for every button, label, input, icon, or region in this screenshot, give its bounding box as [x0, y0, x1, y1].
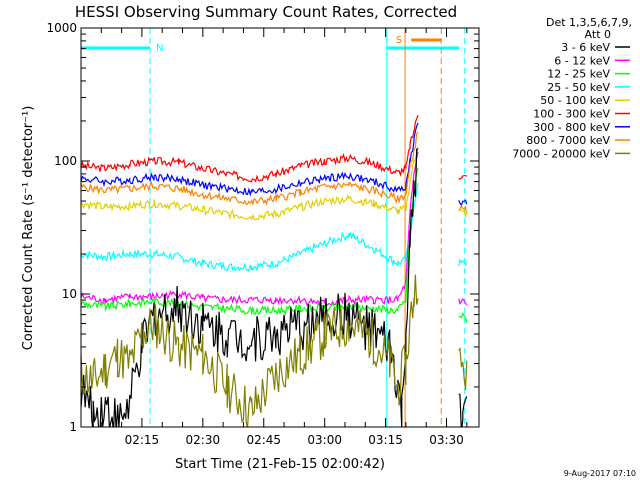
- series-line: [81, 114, 468, 183]
- annotation-layer: NS: [81, 28, 466, 427]
- legend-entry-label: 7000 - 20000 keV: [512, 147, 610, 160]
- series-line: [81, 167, 468, 323]
- legend-header: Att 0: [585, 28, 611, 41]
- x-tick-label: 03:30: [429, 433, 464, 447]
- x-tick-label: 03:15: [368, 433, 403, 447]
- x-tick-label: 02:30: [186, 433, 221, 447]
- series-line: [81, 274, 468, 427]
- night-label: N: [156, 43, 163, 54]
- series-line: [81, 182, 468, 272]
- x-axis-label: Start Time (21-Feb-15 02:00:42): [175, 457, 385, 472]
- x-axis: 02:15 02:30 02:45 03:00 03:15 03:30: [100, 28, 468, 447]
- legend-entry-label: 50 - 100 keV: [540, 94, 610, 107]
- y-tick-label: 10: [62, 287, 77, 301]
- legend-entry-label: 25 - 50 keV: [547, 81, 610, 94]
- y-tick-label: 1: [69, 420, 77, 434]
- footer-date: 9-Aug-2017 07:10: [564, 469, 636, 478]
- plot-frame: [80, 27, 480, 428]
- series-line: [81, 131, 468, 215]
- y-axis-label: Corrected Count Rate (s⁻¹ detector⁻¹): [21, 106, 36, 351]
- x-tick-label: 02:45: [246, 433, 281, 447]
- legend-entry-label: 12 - 25 keV: [547, 68, 610, 81]
- legend-header: Det 1,3,5,6,7,9,: [546, 16, 632, 29]
- legend-entry-label: 3 - 6 keV: [561, 41, 610, 54]
- y-axis: 1 10 100 1000: [46, 21, 479, 434]
- legend-entry-label: 6 - 12 keV: [554, 54, 610, 67]
- series-line: [81, 122, 468, 207]
- series-line: [81, 147, 468, 221]
- legend-entry-label: 800 - 7000 keV: [526, 134, 610, 147]
- series-layer: [81, 114, 468, 427]
- legend-entry-label: 300 - 800 keV: [533, 121, 610, 134]
- x-tick-label: 02:15: [125, 433, 160, 447]
- saa-label: S: [396, 35, 402, 46]
- legend-entry-label: 100 - 300 keV: [533, 108, 610, 121]
- y-tick-label: 1000: [46, 21, 77, 35]
- y-tick-label: 100: [54, 154, 77, 168]
- x-tick-label: 03:00: [307, 433, 342, 447]
- series-line: [81, 148, 468, 427]
- chart-title: HESSI Observing Summary Count Rates, Cor…: [75, 3, 457, 21]
- series-line: [81, 151, 468, 307]
